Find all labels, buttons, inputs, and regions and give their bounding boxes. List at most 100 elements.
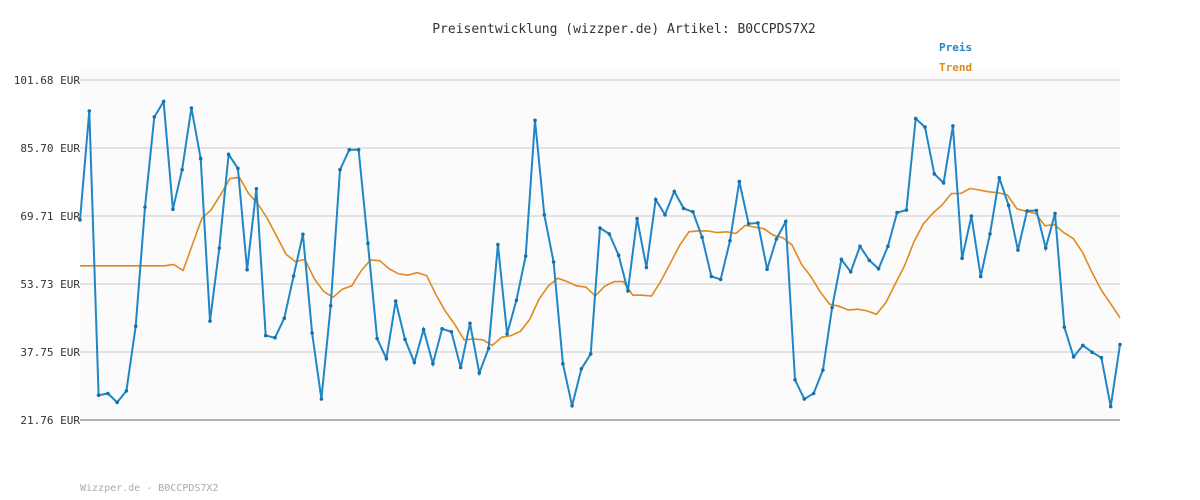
data-point-preis [254,187,259,191]
data-point-preis [384,356,389,361]
data-point-preis [133,324,138,329]
y-tick-label: 69.71 EUR [20,210,80,223]
data-point-preis [468,321,472,326]
data-point-preis [588,352,593,356]
data-point-preis [895,210,899,215]
data-point-preis [96,393,101,398]
data-point-preis [1043,246,1048,250]
legend-preis: Preis [939,41,972,54]
data-point-preis [728,238,732,243]
data-point-preis [263,333,268,338]
data-point-preis [338,167,342,172]
data-point-preis [477,371,482,375]
data-point-preis [969,214,974,218]
y-tick-label: 37.75 EUR [20,346,80,359]
legend-trend: Trend [939,61,972,74]
data-point-preis [941,181,946,185]
data-point-preis [988,232,992,236]
data-point-preis [171,207,175,211]
data-point-preis [356,147,361,152]
data-point-preis [691,210,695,214]
data-point-preis [802,397,807,401]
data-point-preis [282,316,287,321]
data-point-preis [616,253,621,257]
data-point-preis [904,208,909,212]
data-point-preis [533,118,537,123]
data-point-preis [830,305,834,310]
data-point-preis [1053,211,1057,216]
data-point-preis [1090,350,1094,355]
data-point-preis [839,257,844,262]
data-point-preis [960,256,964,261]
data-point-preis [226,152,231,157]
data-point-preis [143,205,147,209]
data-point-preis [505,332,509,336]
data-point-preis [180,167,184,172]
data-point-preis [328,304,333,308]
data-point-preis [1034,208,1039,213]
data-point-preis [319,397,324,401]
data-point-preis [310,331,314,335]
data-point-preis [886,244,890,249]
data-point-preis [1071,355,1076,359]
data-point-preis [867,258,872,263]
data-point-preis [821,368,825,372]
data-point-preis [570,404,574,408]
data-point-preis [115,400,119,405]
footer-credit: Wizzper.de - B0CCPDS7X2 [80,483,218,494]
data-point-preis [375,336,379,341]
data-point-preis [579,367,584,371]
y-tick-label: 53.73 EUR [20,278,80,291]
data-point-preis [1006,203,1011,208]
series-line-trend [80,176,1121,347]
data-point-preis [997,176,1002,180]
data-point-preis [124,389,129,393]
data-point-preis [523,254,528,258]
data-point-preis [496,242,500,247]
data-point-preis [811,391,816,396]
data-point-preis [746,221,751,226]
data-point-preis [1062,325,1067,329]
data-point-preis [598,226,602,230]
data-point-preis [718,277,723,282]
data-point-preis [709,274,714,279]
data-point-preis [765,267,769,272]
data-point-preis [663,213,667,217]
data-point-preis [681,206,686,211]
data-point-preis [1081,343,1085,348]
data-point-preis [393,299,398,303]
data-point-preis [923,125,927,129]
data-point-preis [951,124,955,128]
data-point-preis [737,179,742,184]
data-point-preis [848,270,853,274]
data-point-preis [347,147,352,152]
data-point-preis [161,99,166,104]
data-point-preis [756,221,760,225]
data-point-preis [635,216,639,221]
data-point-preis [217,246,222,250]
data-point-preis [208,319,212,323]
data-point-preis [198,156,203,161]
data-point-preis [1099,355,1104,360]
data-point-preis [607,232,612,236]
data-point-preis [514,298,519,303]
data-point-preis [783,219,788,224]
plot-background [80,70,1120,420]
data-point-preis [626,289,630,293]
chart-title: Preisentwicklung (wizzper.de) Artikel: B… [432,22,816,37]
data-point-preis [551,260,556,264]
y-tick-label: 101.68 EUR [14,74,81,87]
data-point-preis [858,244,862,249]
data-point-preis [700,235,704,240]
data-point-preis [644,265,649,270]
data-point-preis [458,365,463,370]
data-point-preis [1025,209,1029,213]
data-point-preis [1016,248,1020,252]
data-point-preis [653,197,658,202]
data-point-preis [913,116,918,121]
y-tick-label: 85.70 EUR [20,142,80,155]
data-point-preis [366,241,370,246]
data-point-preis [106,391,110,396]
y-tick-label: 21.76 EUR [20,414,80,427]
